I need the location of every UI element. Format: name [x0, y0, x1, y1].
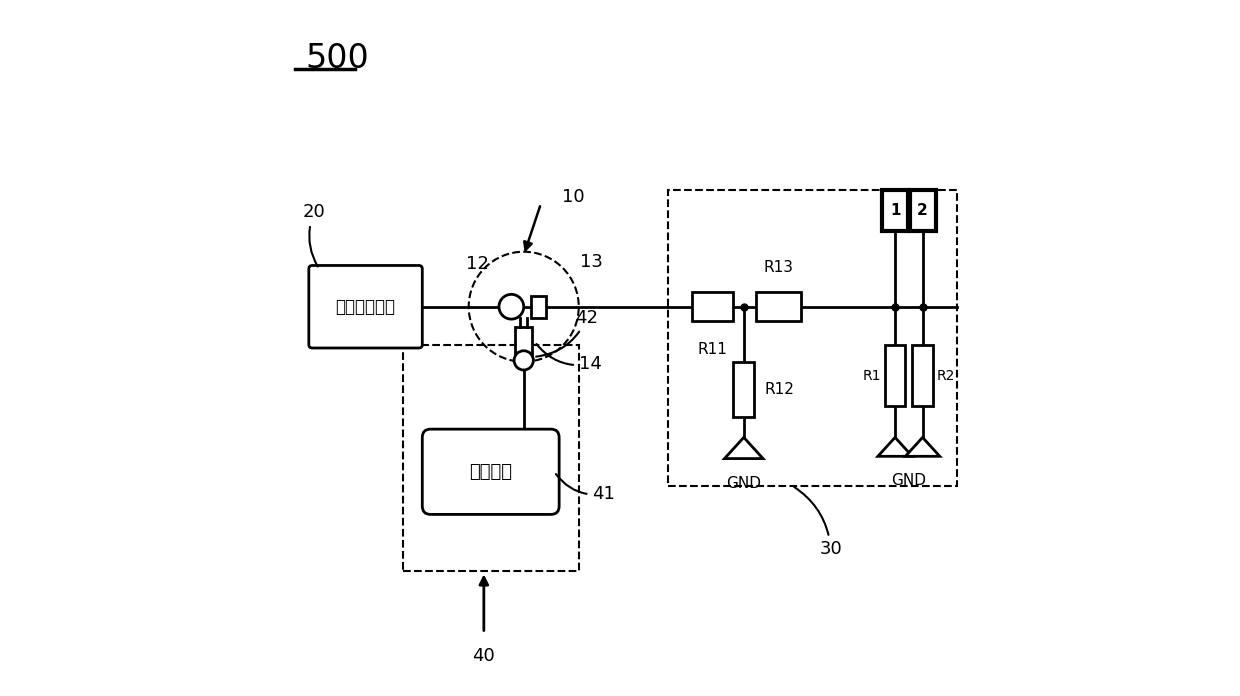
FancyBboxPatch shape	[309, 265, 423, 348]
Text: R13: R13	[763, 260, 794, 275]
FancyBboxPatch shape	[516, 327, 532, 356]
FancyBboxPatch shape	[692, 292, 734, 321]
FancyBboxPatch shape	[734, 362, 754, 417]
FancyBboxPatch shape	[882, 190, 908, 231]
Polygon shape	[724, 437, 763, 459]
FancyBboxPatch shape	[909, 190, 936, 231]
Text: 1: 1	[890, 203, 900, 218]
Text: 测试仪器: 测试仪器	[469, 463, 512, 481]
Text: 12: 12	[465, 255, 489, 273]
FancyBboxPatch shape	[423, 429, 559, 514]
Text: GND: GND	[892, 473, 926, 489]
FancyBboxPatch shape	[913, 345, 932, 406]
FancyBboxPatch shape	[531, 296, 547, 318]
Text: 传导射频网络: 传导射频网络	[336, 298, 396, 316]
Circle shape	[498, 294, 523, 319]
FancyBboxPatch shape	[885, 345, 905, 406]
Text: R12: R12	[764, 382, 795, 397]
Text: 10: 10	[562, 188, 584, 206]
Text: R2: R2	[936, 368, 955, 383]
Text: 500: 500	[305, 42, 368, 75]
Text: 20: 20	[303, 203, 325, 267]
Text: R1: R1	[863, 368, 882, 383]
Text: 42: 42	[536, 308, 599, 356]
Text: GND: GND	[727, 476, 761, 491]
FancyBboxPatch shape	[756, 292, 801, 321]
Text: 2: 2	[918, 203, 928, 218]
Text: 13: 13	[580, 253, 603, 271]
Polygon shape	[878, 437, 913, 457]
Text: 30: 30	[795, 487, 842, 558]
Polygon shape	[905, 437, 940, 457]
Text: 14: 14	[537, 344, 601, 373]
Text: R11: R11	[698, 342, 728, 357]
Text: 40: 40	[472, 647, 495, 665]
Circle shape	[515, 351, 533, 370]
Text: 41: 41	[556, 474, 615, 503]
